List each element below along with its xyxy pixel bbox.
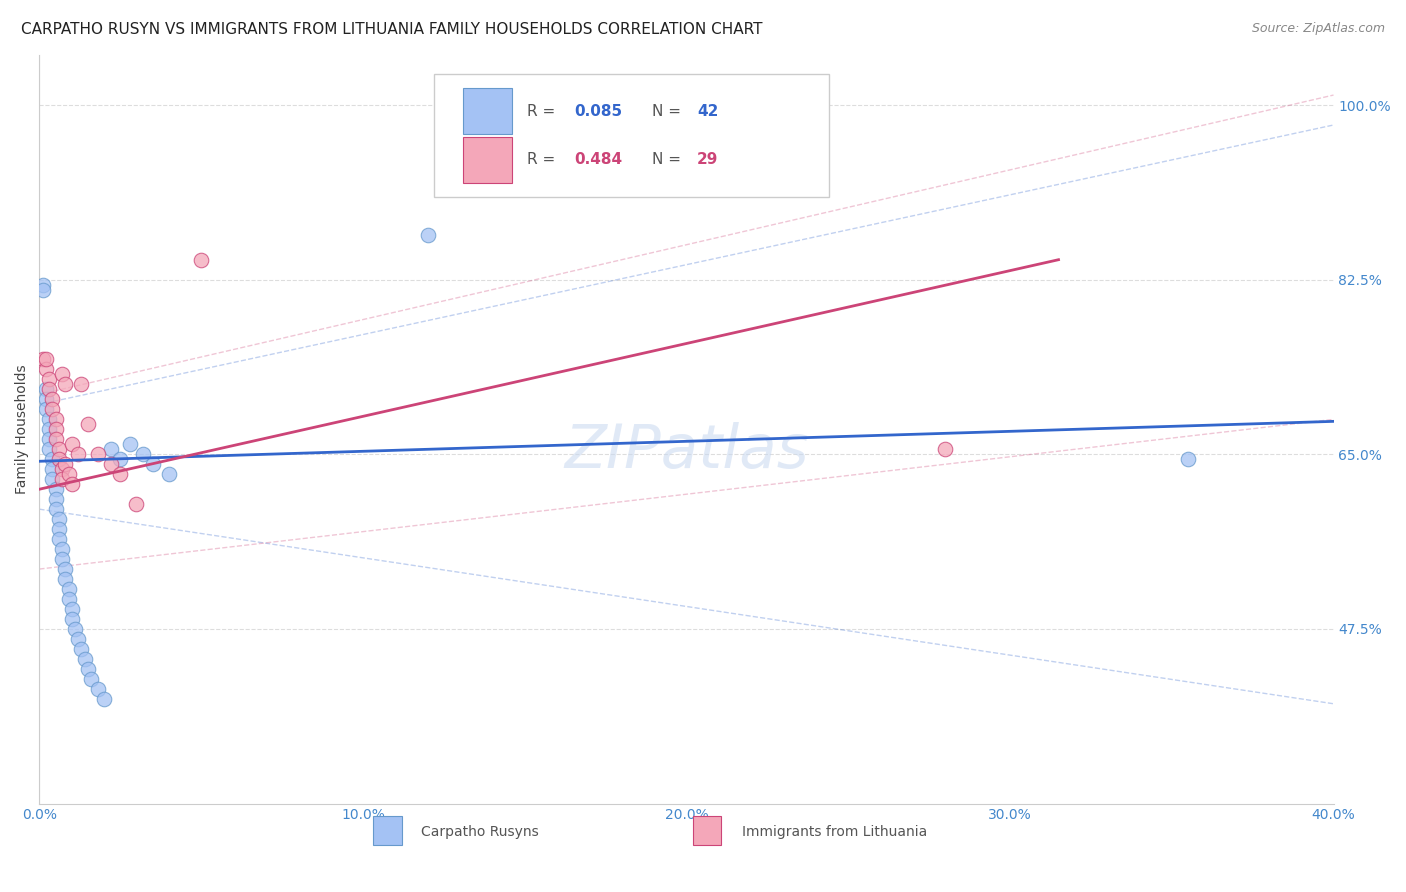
Point xyxy=(38,433,60,447)
Point xyxy=(1177,452,1199,467)
Point xyxy=(48,442,70,457)
Point xyxy=(48,532,70,546)
Point xyxy=(77,417,100,432)
Point xyxy=(58,467,80,482)
Text: Carpatho Rusyns: Carpatho Rusyns xyxy=(422,825,538,839)
Point xyxy=(41,452,63,467)
Point xyxy=(48,522,70,536)
Point xyxy=(86,681,108,696)
Point xyxy=(38,442,60,457)
FancyBboxPatch shape xyxy=(463,136,512,183)
Point xyxy=(70,377,93,392)
Text: CARPATHO RUSYN VS IMMIGRANTS FROM LITHUANIA FAMILY HOUSEHOLDS CORRELATION CHART: CARPATHO RUSYN VS IMMIGRANTS FROM LITHUA… xyxy=(21,22,762,37)
Text: N =: N = xyxy=(651,103,685,119)
Point xyxy=(48,512,70,526)
Point xyxy=(157,467,180,482)
Point xyxy=(110,467,132,482)
Text: 0.484: 0.484 xyxy=(574,153,621,168)
FancyBboxPatch shape xyxy=(434,74,828,197)
Point xyxy=(63,622,86,636)
Text: R =: R = xyxy=(527,103,561,119)
Point xyxy=(58,582,80,596)
Point xyxy=(53,572,76,586)
Point xyxy=(31,283,53,297)
Point xyxy=(31,352,53,367)
Point xyxy=(110,452,132,467)
Point xyxy=(38,412,60,426)
Point xyxy=(38,383,60,397)
Point xyxy=(142,457,165,471)
Y-axis label: Family Households: Family Households xyxy=(15,365,30,494)
Point xyxy=(41,462,63,476)
Text: N =: N = xyxy=(651,153,685,168)
Point xyxy=(60,602,83,616)
FancyBboxPatch shape xyxy=(693,816,721,845)
Point xyxy=(80,672,103,686)
Point xyxy=(934,442,956,457)
Point xyxy=(35,383,58,397)
Point xyxy=(48,452,70,467)
FancyBboxPatch shape xyxy=(374,816,402,845)
Point xyxy=(35,392,58,407)
Point xyxy=(416,227,439,242)
Text: Immigrants from Lithuania: Immigrants from Lithuania xyxy=(742,825,928,839)
Text: 42: 42 xyxy=(697,103,718,119)
Point xyxy=(51,552,73,566)
Point xyxy=(70,641,93,656)
Point xyxy=(77,662,100,676)
FancyBboxPatch shape xyxy=(463,88,512,135)
Point xyxy=(35,402,58,417)
Point xyxy=(38,422,60,436)
Point xyxy=(35,352,58,367)
Text: 29: 29 xyxy=(697,153,718,168)
Point xyxy=(100,442,122,457)
Point xyxy=(45,433,67,447)
Point xyxy=(35,362,58,376)
Point xyxy=(58,592,80,607)
Point xyxy=(41,392,63,407)
Point xyxy=(190,252,212,267)
Point xyxy=(53,562,76,576)
Point xyxy=(45,482,67,496)
Point xyxy=(60,612,83,626)
Point xyxy=(60,477,83,491)
Point xyxy=(100,457,122,471)
Text: ZIPatlas: ZIPatlas xyxy=(564,422,808,482)
Point xyxy=(41,402,63,417)
Point xyxy=(53,457,76,471)
Point xyxy=(118,437,141,451)
Point xyxy=(41,472,63,486)
Point xyxy=(51,472,73,486)
Point xyxy=(45,412,67,426)
Point xyxy=(132,447,155,461)
Point xyxy=(31,277,53,292)
Text: 0.085: 0.085 xyxy=(574,103,621,119)
Point xyxy=(45,422,67,436)
Point xyxy=(125,497,148,511)
Point xyxy=(60,437,83,451)
Text: Source: ZipAtlas.com: Source: ZipAtlas.com xyxy=(1251,22,1385,36)
Point xyxy=(67,447,90,461)
Point xyxy=(51,462,73,476)
Point xyxy=(51,368,73,382)
Point xyxy=(73,652,96,666)
Point xyxy=(45,502,67,516)
Point xyxy=(38,372,60,386)
Point xyxy=(67,632,90,646)
Point xyxy=(86,447,108,461)
Point xyxy=(53,377,76,392)
Point xyxy=(45,492,67,507)
Point xyxy=(93,691,115,706)
Text: R =: R = xyxy=(527,153,561,168)
Point xyxy=(51,542,73,557)
